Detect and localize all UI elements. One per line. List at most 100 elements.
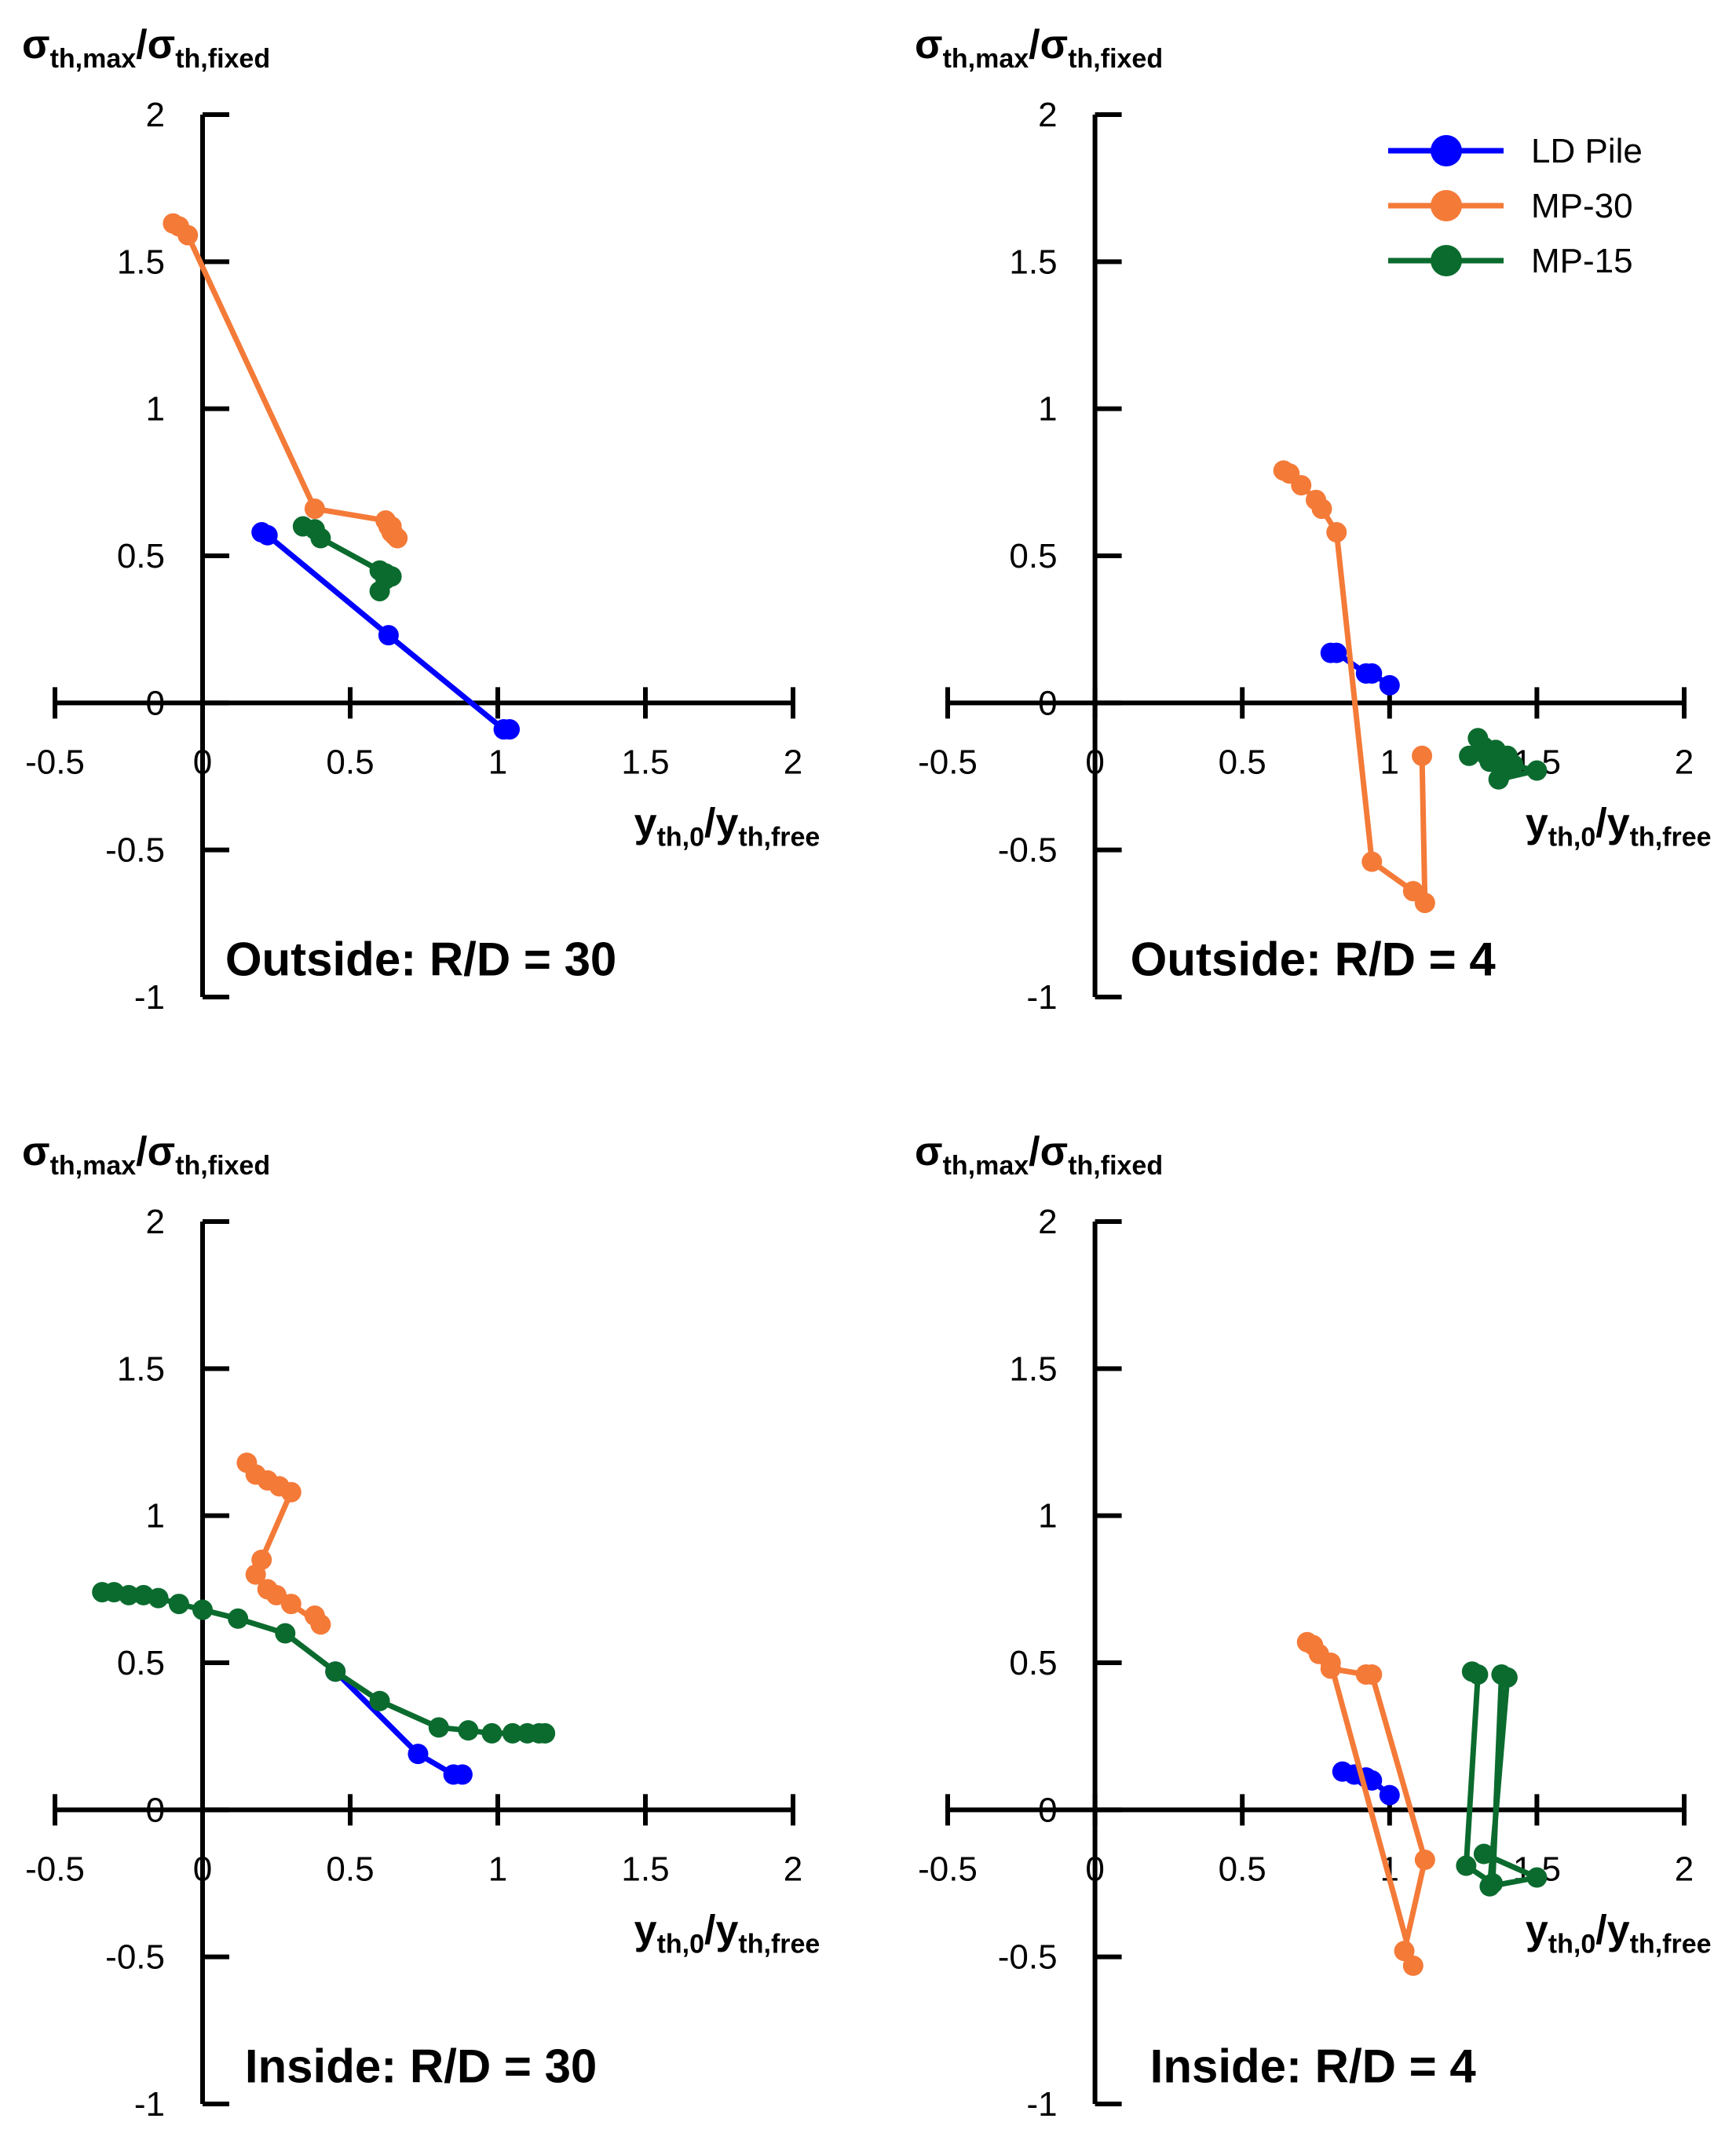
axis-title-slash: / (1029, 22, 1040, 68)
data-point (275, 1623, 296, 1644)
data-point (1394, 1941, 1415, 1962)
data-point (369, 1690, 390, 1711)
data-point (1402, 1955, 1424, 1976)
axis-title-main2: σ (1040, 22, 1069, 68)
legend-label: MP-30 (1531, 187, 1633, 225)
data-point (192, 1599, 213, 1620)
axis-title-sub: th,max (50, 1151, 137, 1181)
x-axis-title: yth,0/yth,free (634, 800, 820, 852)
panel-title: Outside: R/D = 4 (1131, 933, 1497, 986)
x-axis-title: yth,0/yth,free (1526, 800, 1712, 852)
axis-title-main: σ (915, 22, 943, 68)
y-tick-label: -0.5 (105, 1938, 165, 1977)
y-tick-label: 0.5 (1009, 537, 1057, 575)
data-point (1361, 851, 1383, 872)
chart-panel-1: -0.5 0 0.5 1 1.5 2-1-0.500.511.52σth,max/σth,… (22, 22, 820, 1017)
axis-title-main: σ (915, 1129, 943, 1174)
chart-panel-2: -0.500.511.52-1-0.500.511.52σth,max/σth,… (915, 22, 1712, 1017)
data-point (148, 1587, 169, 1609)
y-tick-label: 1.5 (1009, 243, 1057, 281)
legend-swatch-marker (1431, 245, 1462, 276)
y-tick-label: 1 (146, 390, 165, 429)
series-line (1306, 1639, 1428, 1969)
y-tick-label: 0 (1038, 684, 1057, 722)
axis-title-sub2: th,free (738, 1929, 820, 1959)
legend-swatch-marker (1431, 135, 1462, 166)
data-point (481, 1722, 503, 1744)
x-tick-label: 0 (1085, 743, 1104, 781)
y-tick-label: 2 (1038, 1203, 1057, 1241)
series-mp-15 (92, 1582, 556, 1744)
y-tick-label: 0.5 (117, 537, 165, 575)
axis-title-slash: / (136, 1129, 147, 1174)
legend-label: LD Pile (1531, 132, 1643, 170)
axis-title-sub: th,max (50, 44, 137, 74)
panel-title: Inside: R/D = 4 (1150, 2040, 1477, 2093)
axis-title-sub: th,max (943, 1151, 1029, 1181)
data-point (499, 719, 521, 740)
data-point (257, 524, 278, 546)
data-point (1311, 499, 1332, 520)
data-point (228, 1608, 249, 1629)
y-axis-title: σth,max/σth,fixed (915, 1129, 1163, 1181)
series-mp-15 (1456, 1661, 1548, 1897)
data-point (1291, 475, 1312, 496)
data-point (375, 568, 397, 590)
data-point (119, 1584, 139, 1605)
y-axis-title: σth,max/σth,fixed (915, 22, 1163, 74)
x-tick-label: 2 (1675, 1850, 1694, 1888)
axis-title-sub2: th,fixed (175, 44, 270, 74)
axis-title-sub2: th,free (1630, 1929, 1712, 1959)
axis-title-sub2: th,fixed (1068, 1151, 1163, 1181)
y-tick-label: 0.5 (117, 1644, 165, 1682)
x-tick-label: 0 (193, 743, 212, 781)
axis-title-sub2: th,free (1630, 822, 1712, 852)
data-point (502, 1722, 523, 1744)
legend: LD Pile MP-30 MP-15 (1388, 132, 1643, 280)
y-tick-label: 1.5 (117, 243, 165, 281)
y-tick-label: 0 (146, 1791, 165, 1829)
axis-title-slash: / (704, 800, 715, 846)
axis-title-sub: th,max (943, 44, 1029, 74)
data-point (1361, 663, 1383, 684)
y-tick-label: -0.5 (998, 831, 1058, 870)
data-point (408, 1744, 429, 1765)
x-tick-label: -0.5 (918, 743, 978, 781)
y-tick-label: -1 (1026, 2085, 1057, 2124)
data-point (458, 1720, 479, 1741)
y-tick-label: 0 (1038, 1791, 1057, 1829)
axis-title-slash: / (1595, 800, 1606, 846)
data-point (1526, 1867, 1548, 1888)
y-tick-label: 2 (146, 1203, 165, 1241)
x-axis-title: yth,0/yth,free (634, 1907, 820, 1959)
x-tick-label: 1.5 (621, 743, 669, 781)
x-tick-label: 2 (784, 743, 802, 781)
series-mp-15 (292, 516, 402, 601)
data-point (1467, 1664, 1489, 1685)
series-ld-pile (251, 522, 521, 740)
data-point (1414, 893, 1435, 914)
y-axis-title: σth,max/σth,fixed (22, 1129, 270, 1181)
axis-title-main: σ (22, 1129, 50, 1174)
y-tick-label: 0.5 (1009, 1644, 1057, 1682)
data-point (304, 499, 325, 520)
axis-title-main: y (634, 800, 657, 846)
axis-title-sub: th,0 (1548, 822, 1595, 852)
axis-title-sub2: th,fixed (175, 1151, 270, 1181)
axis-title-main: y (634, 1907, 657, 1952)
x-tick-label: 0.5 (1219, 743, 1266, 781)
chart-panel-4: -0.500.511.52-1-0.500.511.52σth,max/σth,… (915, 1129, 1712, 2124)
axis-title-slash: / (1595, 1907, 1606, 1952)
axis-title-main: y (1526, 1907, 1548, 1952)
y-tick-label: 0 (146, 684, 165, 722)
data-point (1497, 1667, 1518, 1688)
data-point (1326, 642, 1347, 663)
y-tick-label: 1.5 (1009, 1350, 1057, 1388)
data-point (1473, 1843, 1494, 1865)
data-point (378, 625, 399, 646)
data-point (1379, 674, 1400, 696)
data-point (1326, 522, 1347, 543)
data-point (1456, 1855, 1477, 1876)
series-line (1282, 468, 1428, 906)
